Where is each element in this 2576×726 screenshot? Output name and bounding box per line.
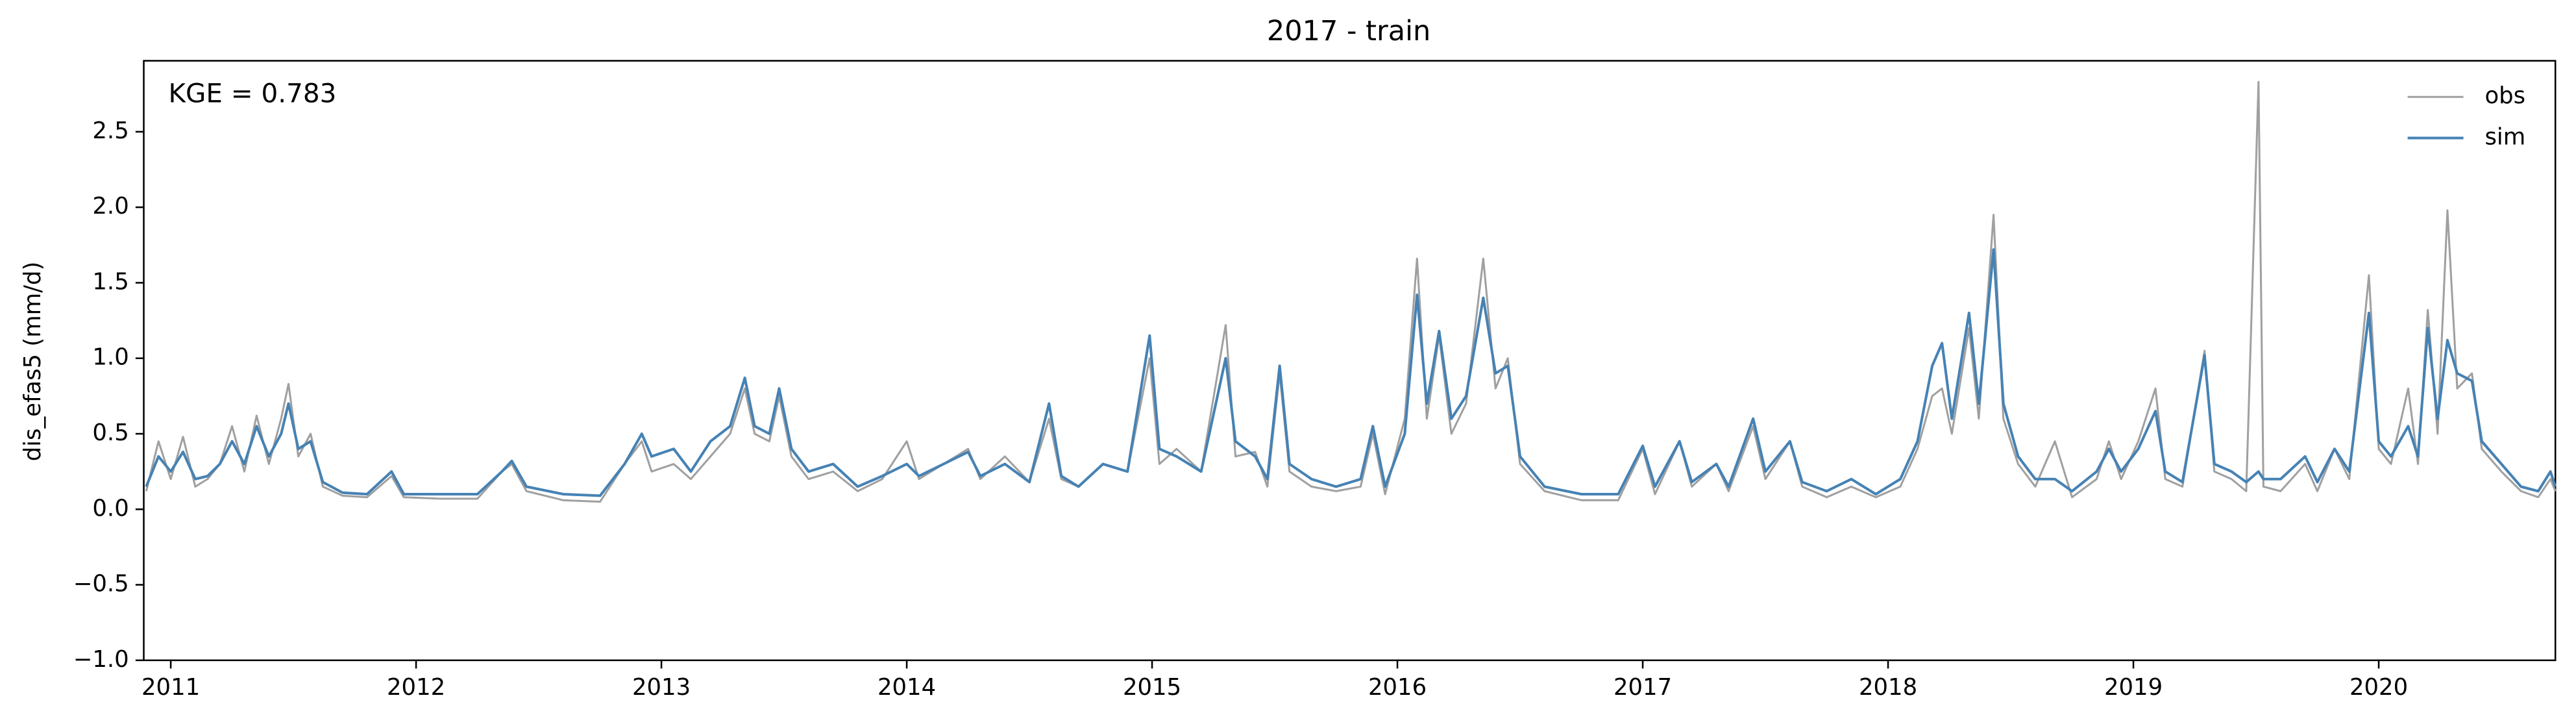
y-tick-label: 2.0: [92, 193, 129, 219]
plot-frame: [143, 60, 2557, 662]
x-tick-label: 2013: [632, 674, 691, 701]
x-tick-label: 2017: [1613, 674, 1672, 701]
chart-title: 2017 - train: [1267, 15, 1430, 47]
series-line: [145, 248, 2557, 497]
x-tick-label: 2019: [2104, 674, 2163, 701]
y-tick-label: 0.5: [92, 419, 129, 446]
y-tick-label: −0.5: [73, 571, 129, 597]
y-tick-label: 0.0: [92, 495, 129, 521]
y-tick-label: 1.5: [92, 268, 129, 295]
annotation: KGE = 0.783: [168, 78, 336, 109]
x-tick-label: 2016: [1368, 674, 1427, 701]
x-tick-label: 2012: [387, 674, 445, 701]
x-tick-label: 2011: [141, 674, 200, 701]
y-axis-label: dis_efas5 (mm/d): [19, 262, 46, 462]
series-line: [145, 81, 2557, 503]
x-tick-label: 2015: [1123, 674, 1181, 701]
y-tick-label: 2.5: [92, 118, 129, 144]
y-tick-label: −1.0: [73, 646, 129, 673]
legend-label: sim: [2484, 123, 2525, 150]
x-tick-label: 2018: [1859, 674, 1917, 701]
x-tick-label: 2020: [2349, 674, 2408, 701]
legend-label: obs: [2484, 82, 2525, 109]
y-tick-label: 1.0: [92, 344, 129, 371]
x-tick-label: 2014: [877, 674, 936, 701]
